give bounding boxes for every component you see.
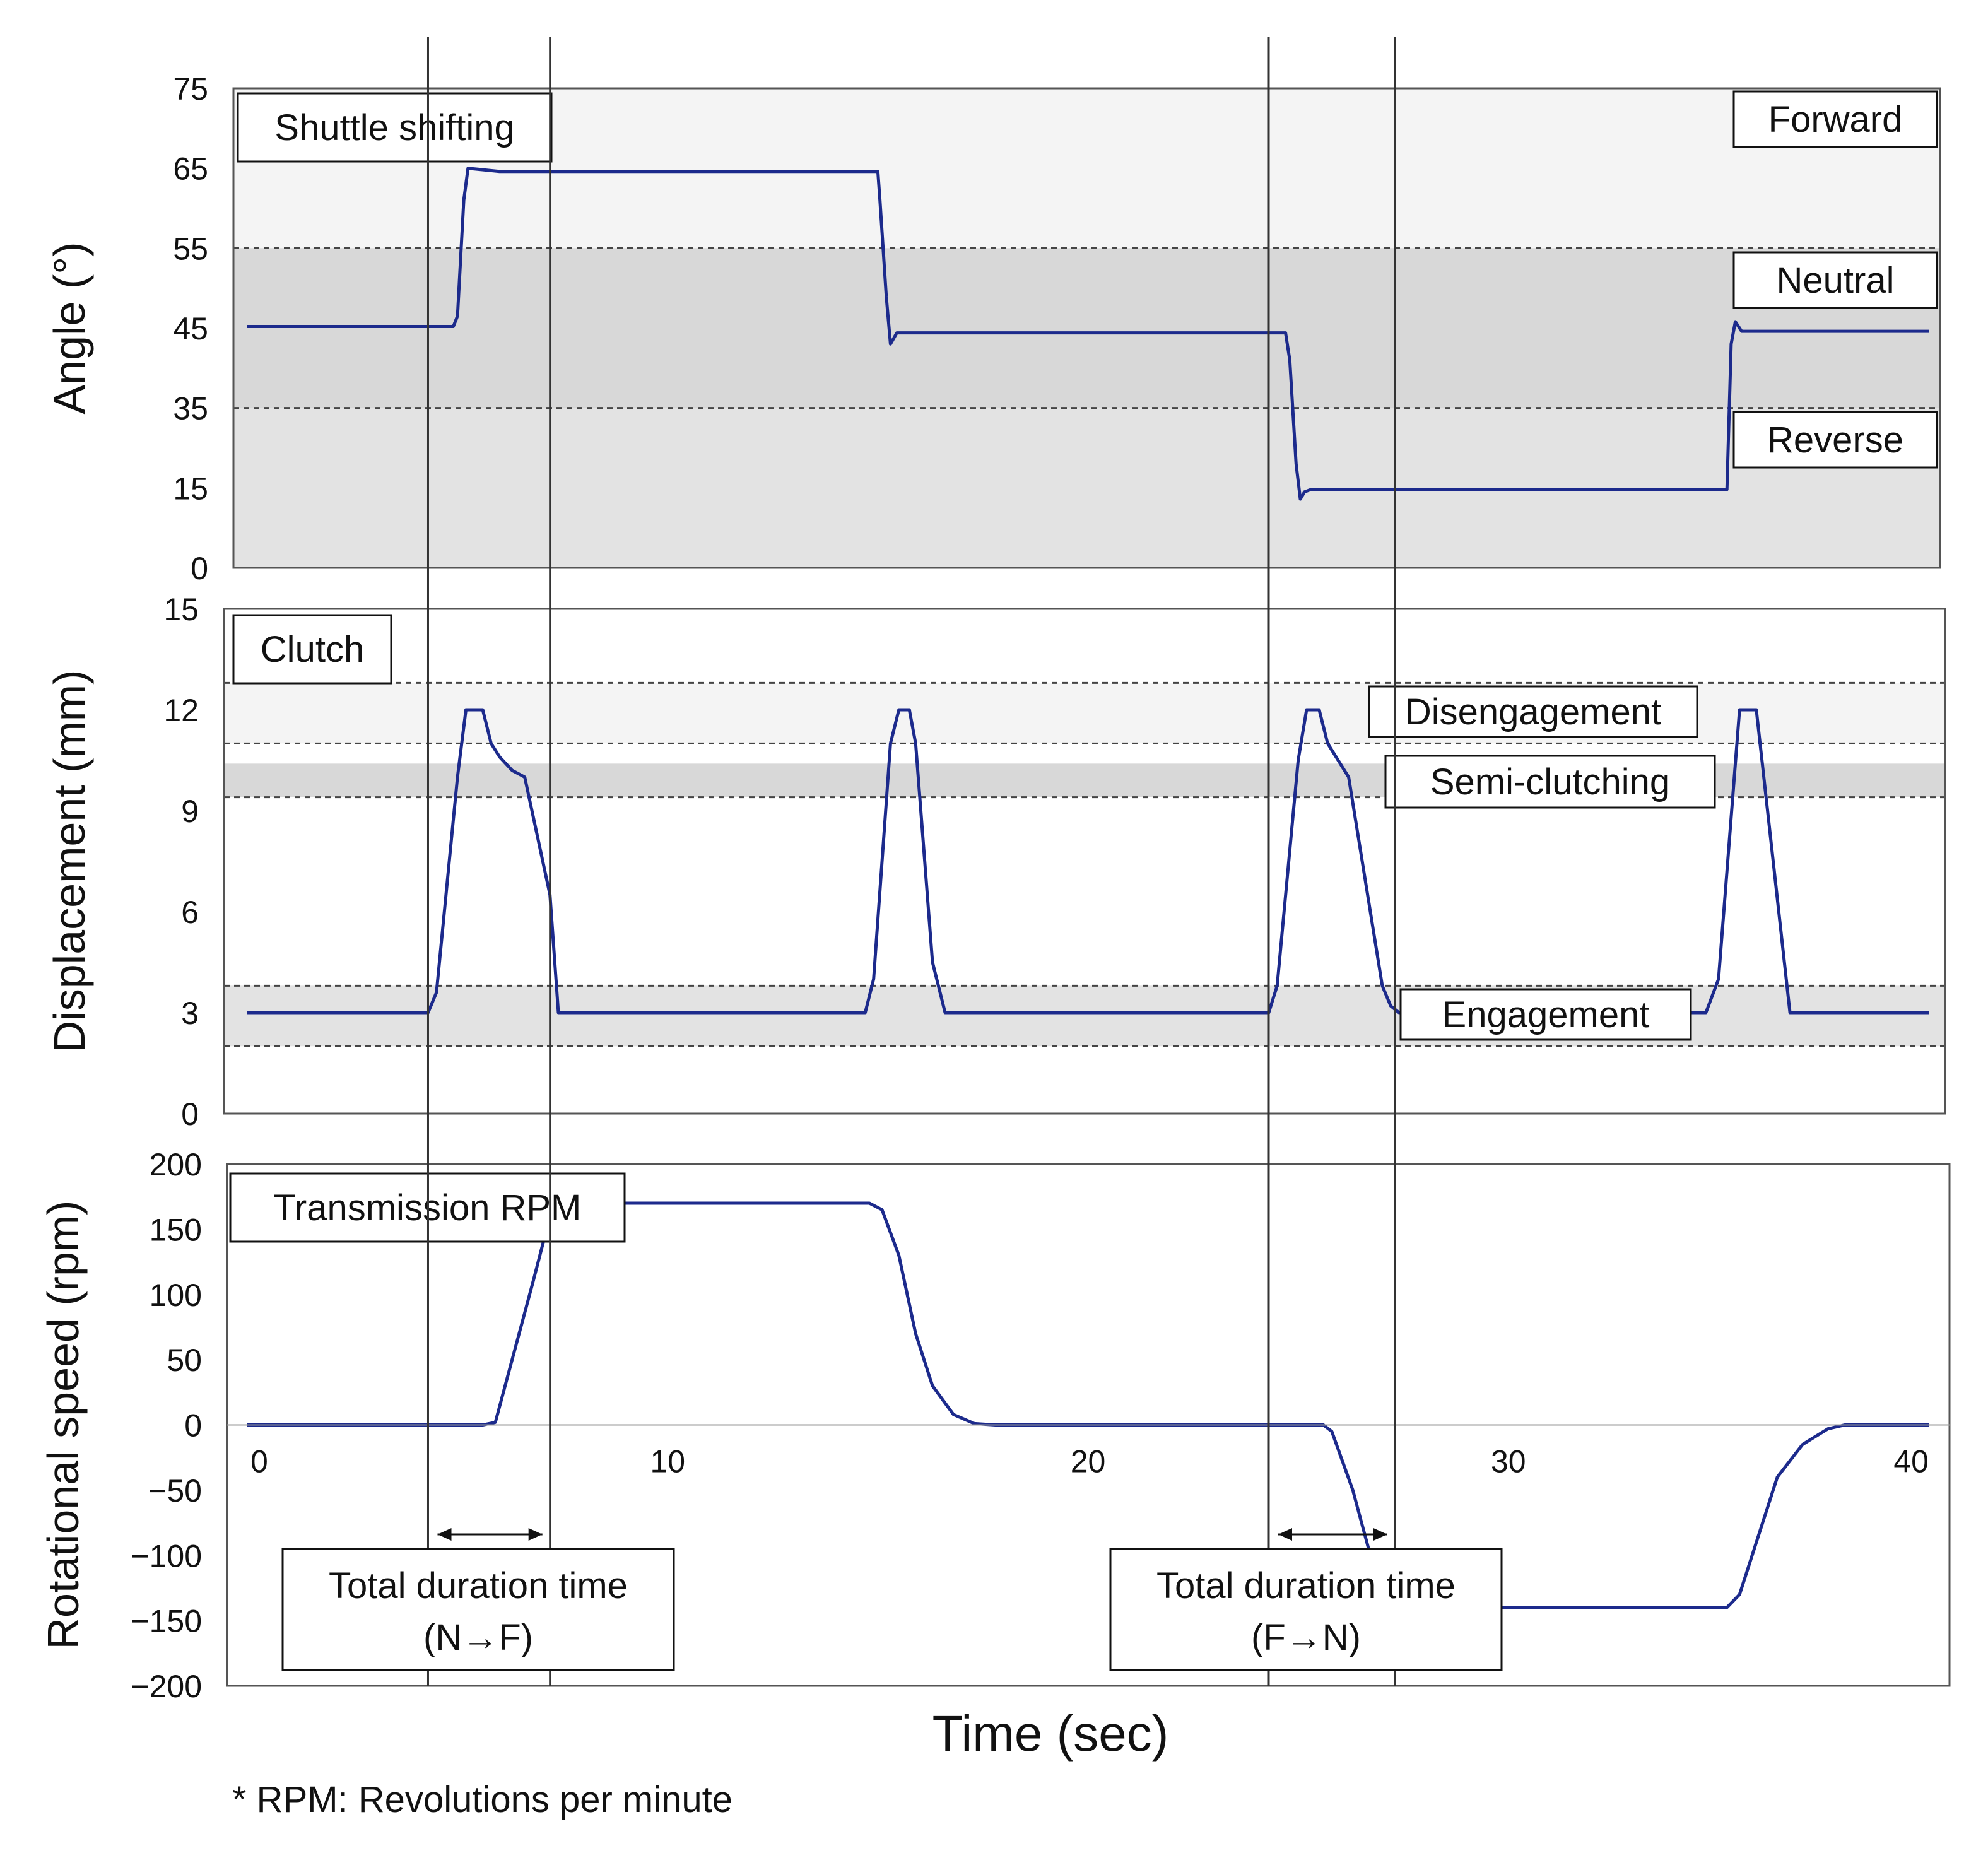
band-label: Semi-clutching xyxy=(1430,762,1670,803)
x-tick-label: 20 xyxy=(1071,1444,1106,1479)
duration-arrowhead-left xyxy=(437,1528,452,1541)
panel-title-box xyxy=(232,614,392,685)
y-tick-label: −100 xyxy=(131,1538,202,1574)
y-tick-label: 35 xyxy=(173,391,208,426)
band-label-box xyxy=(1384,755,1716,809)
band-label: Engagement xyxy=(1442,994,1650,1035)
y-tick-label: 75 xyxy=(173,71,208,107)
y-tick-label: 100 xyxy=(150,1278,202,1313)
band-label-box xyxy=(1732,411,1938,469)
y-tick-label: −200 xyxy=(131,1669,202,1704)
y-tick-label: 15 xyxy=(163,592,199,627)
y-axis-label: Displacement (mm) xyxy=(45,670,94,1053)
y-tick-label: 0 xyxy=(181,1097,199,1132)
y-axis-label: Angle (°) xyxy=(45,242,94,414)
duration-box xyxy=(1109,1548,1503,1671)
panel-title-box xyxy=(237,92,553,163)
y-tick-label: 50 xyxy=(167,1343,202,1378)
band-label-box xyxy=(1399,988,1692,1041)
x-axis-label: Time (sec) xyxy=(932,1705,1169,1762)
duration-arrowhead-right xyxy=(1373,1528,1387,1541)
duration-label: (F→N) xyxy=(1251,1617,1361,1658)
x-tick-label: 0 xyxy=(250,1444,268,1479)
y-tick-label: 0 xyxy=(191,551,208,586)
band-reverse xyxy=(233,408,1940,568)
y-tick-label: 12 xyxy=(163,693,199,728)
y-tick-label: 6 xyxy=(181,895,199,930)
x-tick-label: 10 xyxy=(650,1444,685,1479)
y-axis-label: Rotational speed (rpm) xyxy=(38,1201,88,1650)
panel-title: Shuttle shifting xyxy=(274,107,514,148)
duration-box xyxy=(281,1548,675,1671)
band-label: Disengagement xyxy=(1405,691,1661,732)
y-tick-label: 200 xyxy=(150,1147,202,1182)
band-label: Forward xyxy=(1768,99,1903,140)
y-tick-label: −50 xyxy=(148,1473,202,1509)
y-tick-label: 3 xyxy=(181,996,199,1031)
panel-frame xyxy=(223,608,1946,1115)
y-tick-label: 65 xyxy=(173,151,208,187)
duration-label: Total duration time xyxy=(1156,1565,1456,1606)
band-label: Reverse xyxy=(1767,420,1903,461)
panel-frame xyxy=(232,87,1941,569)
duration-label: (N→F) xyxy=(423,1617,533,1658)
band-label-box xyxy=(1368,685,1698,738)
band-label: Neutral xyxy=(1777,260,1895,301)
y-tick-label: 9 xyxy=(181,794,199,829)
series-line-angle xyxy=(247,167,1929,501)
footnote: * RPM: Revolutions per minute xyxy=(232,1779,732,1820)
y-tick-label: 150 xyxy=(150,1212,202,1247)
x-tick-label: 30 xyxy=(1491,1444,1526,1479)
band-label-box xyxy=(1732,251,1938,309)
y-tick-label: 55 xyxy=(173,231,208,266)
y-tick-label: 15 xyxy=(173,471,208,506)
x-tick-label: 40 xyxy=(1893,1444,1929,1479)
duration-arrowhead-right xyxy=(528,1528,543,1541)
y-tick-label: 0 xyxy=(184,1408,202,1444)
duration-arrowhead-left xyxy=(1278,1528,1292,1541)
band-label-box xyxy=(1732,90,1938,148)
y-tick-label: 45 xyxy=(173,311,208,346)
series-line-displacement xyxy=(247,708,1929,1015)
panel-title: Clutch xyxy=(261,629,364,670)
band-neutral xyxy=(233,248,1940,408)
duration-label: Total duration time xyxy=(329,1565,628,1606)
y-tick-label: −150 xyxy=(131,1604,202,1639)
